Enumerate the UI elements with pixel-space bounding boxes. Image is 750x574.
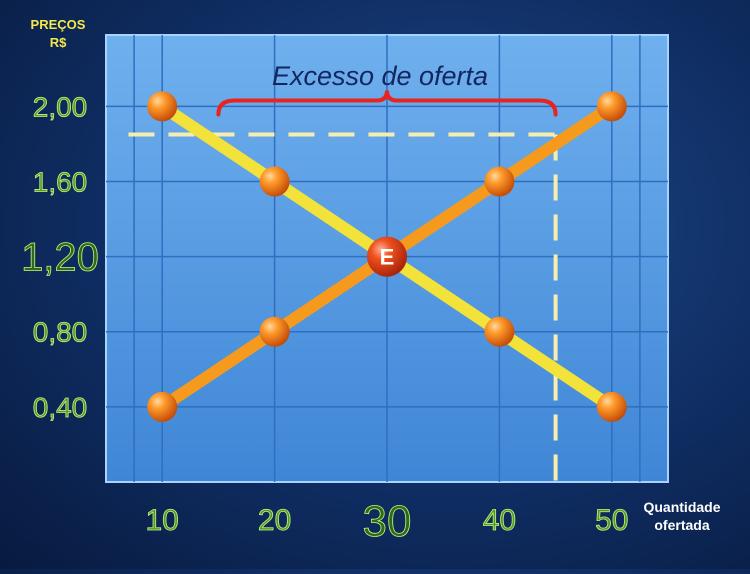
y-axis-title-line-2: R$ (50, 35, 67, 50)
y-tick-label-3: 0,80 (33, 317, 88, 348)
x-axis-title-line-2: ofertada (654, 517, 709, 533)
x-tick-label-0: 10 (146, 504, 179, 537)
series-0-point-1 (259, 166, 290, 197)
equilibrium-point-group: E (367, 236, 407, 277)
x-tick-label-2: 30 (363, 497, 412, 546)
x-axis-title-line-1: Quantidade (643, 499, 720, 515)
excess-label: Excesso de oferta (272, 61, 488, 91)
x-tick-label-3: 40 (483, 504, 516, 537)
series-1-point-1 (259, 316, 290, 347)
guide-lines (128, 132, 558, 482)
y-axis-title-line-1: PREÇOS (31, 17, 86, 32)
y-tick-label-1: 1,60 (33, 166, 88, 197)
equilibrium-point (367, 236, 407, 277)
y-axis-title: PREÇOS R$ (31, 17, 86, 50)
x-tick-label-4: 50 (595, 504, 628, 537)
y-tick-label-0: 2,00 (33, 91, 88, 122)
equilibrium-label: E (380, 245, 395, 270)
y-tick-label-4: 0,40 (33, 392, 88, 423)
y-tick-label-2: 1,20 (21, 236, 99, 280)
series-points (147, 91, 627, 422)
series-1-point-4 (596, 91, 627, 122)
series-1-point-3 (484, 166, 515, 197)
axis-tick-labels: 10 20 30 40 50 2,00 1,60 1,20 0,80 0,40 (21, 91, 629, 546)
series-0-point-3 (484, 316, 515, 347)
x-axis-title: Quantidade ofertada (643, 499, 720, 533)
series-0-point-4 (596, 391, 627, 422)
x-tick-label-1: 20 (258, 504, 291, 537)
series-1-point-0 (147, 391, 178, 422)
series-0-point-0 (147, 91, 178, 122)
excess-bracket-group: Excesso de oferta (216, 61, 558, 117)
